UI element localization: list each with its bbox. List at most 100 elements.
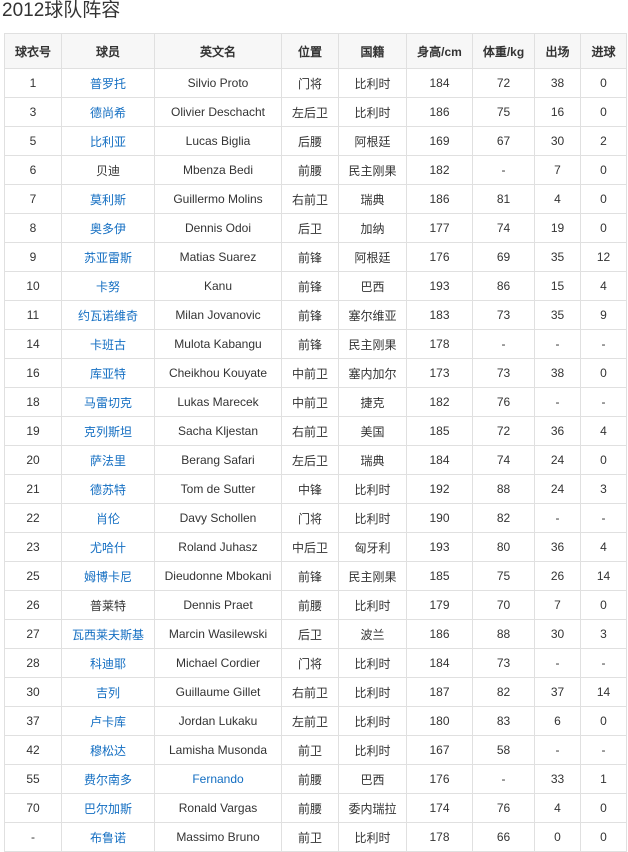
cell-height: 186 [406,619,473,649]
cell-goals: 3 [580,474,627,504]
player-link[interactable]: 巴尔加斯 [83,801,132,816]
player-link[interactable]: 苏亚雷斯 [83,250,132,265]
column-header-height: 身高/cm [406,33,473,69]
cell-jersey-number: 7 [4,184,62,214]
player-link[interactable]: 约瓦诺维奇 [77,308,138,323]
cell-appearances: 35 [534,242,581,272]
cell-english-name: Kanu [154,271,282,301]
player-link[interactable]: 普罗托 [89,76,126,91]
player-link[interactable]: 奥多伊 [89,221,126,236]
player-link[interactable]: 布鲁诺 [89,830,126,845]
cell-nationality: 比利时 [338,648,407,678]
cell-jersey-number: 14 [4,329,62,359]
cell-jersey-number: 10 [4,271,62,301]
player-link[interactable]: 吉列 [95,685,120,700]
player-link[interactable]: 尤哈什 [89,540,126,555]
cell-english-name: Cheikhou Kouyate [154,358,282,388]
player-link[interactable]: 德尚希 [89,105,126,120]
player-link[interactable]: 克列斯坦 [83,424,132,439]
page-title: 2012球队阵容 [2,0,121,21]
cell-height: 174 [406,793,473,823]
cell-nationality: 巴西 [338,271,407,301]
cell-appearances: - [534,329,581,359]
player-link[interactable]: 费尔南多 [83,772,132,787]
player-link[interactable]: 马雷切克 [83,395,132,410]
cell-appearances: - [534,735,581,765]
cell-jersey-number: 27 [4,619,62,649]
cell-goals: 1 [580,764,627,794]
player-link[interactable]: 姆博卡尼 [83,569,132,584]
player-link[interactable]: 卢卡库 [89,714,126,729]
table-row: 37 卢卡库 Jordan Lukaku 左前卫 比利时 180 83 6 0 [4,706,627,736]
cell-position: 门将 [281,503,339,533]
table-row: 7 莫利斯 Guillermo Molins 右前卫 瑞典 186 81 4 0 [4,184,627,214]
player-link[interactable]: 库亚特 [89,366,126,381]
column-header-english-name: 英文名 [154,33,282,69]
cell-player: 卢卡库 [61,706,155,736]
cell-weight: 82 [472,677,535,707]
cell-position: 左后卫 [281,97,339,127]
cell-position: 前锋 [281,242,339,272]
cell-player: 库亚特 [61,358,155,388]
cell-height: 173 [406,358,473,388]
table-row: 42 穆松达 Lamisha Musonda 前卫 比利时 167 58- - [4,735,627,765]
cell-position: 中前卫 [281,387,339,417]
cell-weight: 83 [472,706,535,736]
cell-height: 182 [406,387,473,417]
player-link[interactable]: 卡努 [95,279,120,294]
player-link[interactable]: 卡班古 [89,337,126,352]
cell-height: 190 [406,503,473,533]
player-link[interactable]: 萨法里 [89,453,126,468]
cell-height: 192 [406,474,473,504]
player-link[interactable]: 瓦西莱夫斯基 [71,627,144,642]
table-row: - 布鲁诺 Massimo Bruno 前卫 比利时 178 66 0 0 [4,822,627,852]
cell-weight: - [472,764,535,794]
cell-weight: 67 [472,126,535,156]
cell-position: 右前卫 [281,677,339,707]
english-name-link[interactable]: Fernando [192,772,244,786]
player-link[interactable]: 肖伦 [95,511,120,526]
cell-nationality: 波兰 [338,619,407,649]
cell-nationality: 瑞典 [338,445,407,475]
player-link[interactable]: 莫利斯 [89,192,126,207]
cell-weight: 73 [472,358,535,388]
cell-goals: 12 [580,242,627,272]
cell-jersey-number: 37 [4,706,62,736]
cell-player: 苏亚雷斯 [61,242,155,272]
player-link[interactable]: 比利亚 [89,134,126,149]
cell-english-name: Olivier Deschacht [154,97,282,127]
cell-position: 左前卫 [281,706,339,736]
cell-english-name: Marcin Wasilewski [154,619,282,649]
cell-nationality: 匈牙利 [338,532,407,562]
table-row: 14 卡班古 Mulota Kabangu 前锋 民主刚果 178- - - [4,329,627,359]
cell-position: 后卫 [281,213,339,243]
cell-nationality: 加纳 [338,213,407,243]
cell-position: 前腰 [281,764,339,794]
cell-weight: 72 [472,68,535,98]
cell-goals: - [580,648,627,678]
cell-goals: - [580,503,627,533]
cell-jersey-number: 9 [4,242,62,272]
cell-position: 前腰 [281,155,339,185]
cell-jersey-number: 23 [4,532,62,562]
player-link[interactable]: 穆松达 [89,743,126,758]
cell-weight: 75 [472,97,535,127]
cell-player: 普罗托 [61,68,155,98]
player-link[interactable]: 科迪耶 [89,656,126,671]
table-row: 30 吉列 Guillaume Gillet 右前卫 比利时 187 82 37 14 [4,677,627,707]
cell-goals: 0 [580,706,627,736]
cell-appearances: 6 [534,706,581,736]
player-link[interactable]: 德苏特 [89,482,126,497]
cell-position: 前锋 [281,271,339,301]
cell-goals: 0 [580,184,627,214]
cell-jersey-number: 19 [4,416,62,446]
cell-appearances: 38 [534,358,581,388]
cell-appearances: - [534,387,581,417]
cell-english-name: Silvio Proto [154,68,282,98]
cell-appearances: 30 [534,619,581,649]
cell-weight: 70 [472,590,535,620]
cell-appearances: 33 [534,764,581,794]
cell-english-name: Michael Cordier [154,648,282,678]
cell-goals: 14 [580,561,627,591]
cell-goals: 0 [580,793,627,823]
